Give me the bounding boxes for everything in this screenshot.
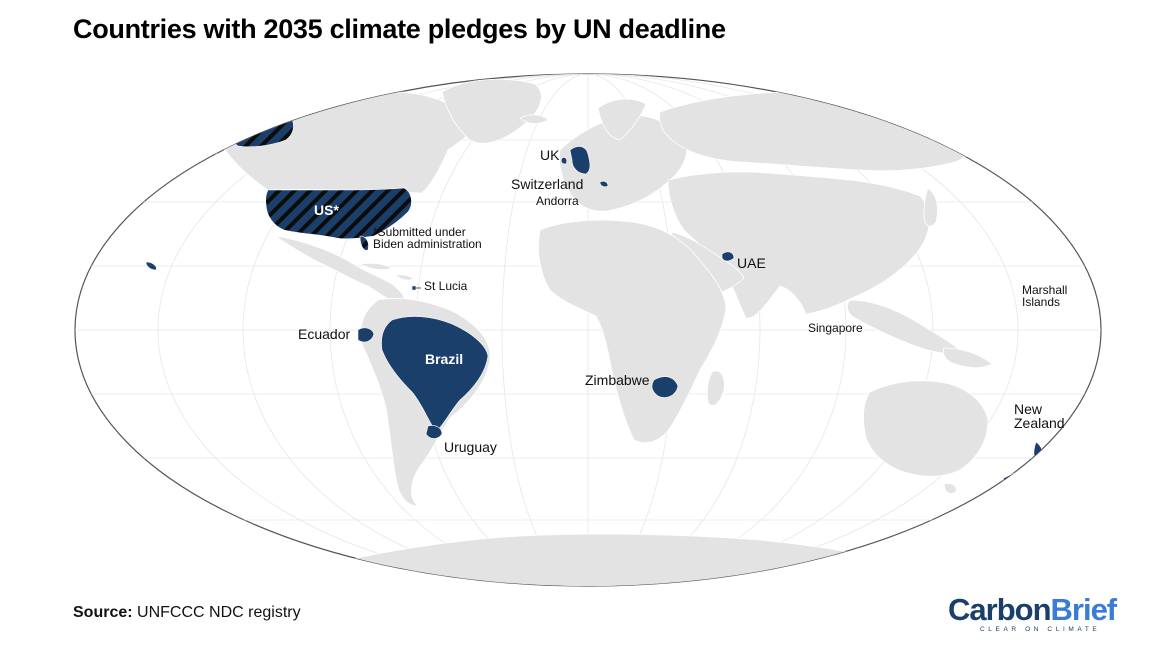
label-us-note-1: *Submitted under [373,225,466,239]
logo-tagline: CLEAR ON CLIMATE [980,626,1101,633]
st-lucia-shape[interactable] [411,285,417,291]
tasmania-shape [943,483,957,494]
land [222,78,993,586]
us-mainland-shape[interactable] [265,187,412,240]
label-us-note-2: Biden administration [373,237,482,251]
label-marshall-2: Islands [1022,295,1060,309]
se-asia-shape [846,299,963,354]
source-text: UNFCCC NDC registry [137,604,301,621]
label-us: US* [314,202,339,218]
uruguay-shape[interactable] [425,425,443,439]
label-andorra: Andorra [536,194,579,208]
iceland-shape [519,114,549,124]
label-uae: UAE [737,255,766,271]
caribbean-shape [358,262,415,281]
africa-shape [538,219,727,444]
label-ecuador: Ecuador [298,326,350,342]
us-florida-shape[interactable] [359,235,369,251]
source-note: Source: UNFCCC NDC registry [73,604,301,622]
label-zimbabwe: Zimbabwe [585,372,650,388]
hawaii-shape[interactable] [145,261,157,271]
label-nz-2: Zealand [1014,415,1065,431]
logo-wordmark: CarbonBrief [948,592,1117,627]
source-label: Source: [73,604,133,621]
country-labels: US* *Submitted under Biden administratio… [298,147,1067,455]
brazil-shape[interactable] [381,316,489,433]
map-title: Countries with 2035 climate pledges by U… [73,14,726,44]
label-singapore: Singapore [808,321,863,335]
uae-shape[interactable] [721,251,735,262]
label-nz-1: New [1014,401,1043,417]
label-uk: UK [540,147,560,163]
greenland-shape [441,78,542,144]
label-brazil: Brazil [425,351,463,367]
label-marshall-1: Marshall [1022,283,1067,297]
japan-shape [923,187,938,227]
australia-shape [862,380,989,477]
new-guinea-shape [942,347,993,368]
uk-shape[interactable] [560,146,591,175]
label-switzerland: Switzerland [511,176,583,192]
logo-carbon: Carbon [948,592,1051,627]
label-st-lucia: St Lucia [424,279,468,293]
switzerland-shape[interactable] [599,180,609,188]
logo-brief: Brief [1050,592,1118,627]
zimbabwe-shape[interactable] [651,376,679,398]
ecuador-shape[interactable] [357,327,375,343]
madagascar-shape [706,370,725,406]
label-uruguay: Uruguay [444,439,497,455]
carbon-brief-logo: CarbonBrief CLEAR ON CLIMATE [948,592,1117,638]
scandinavia-shape [597,98,647,141]
